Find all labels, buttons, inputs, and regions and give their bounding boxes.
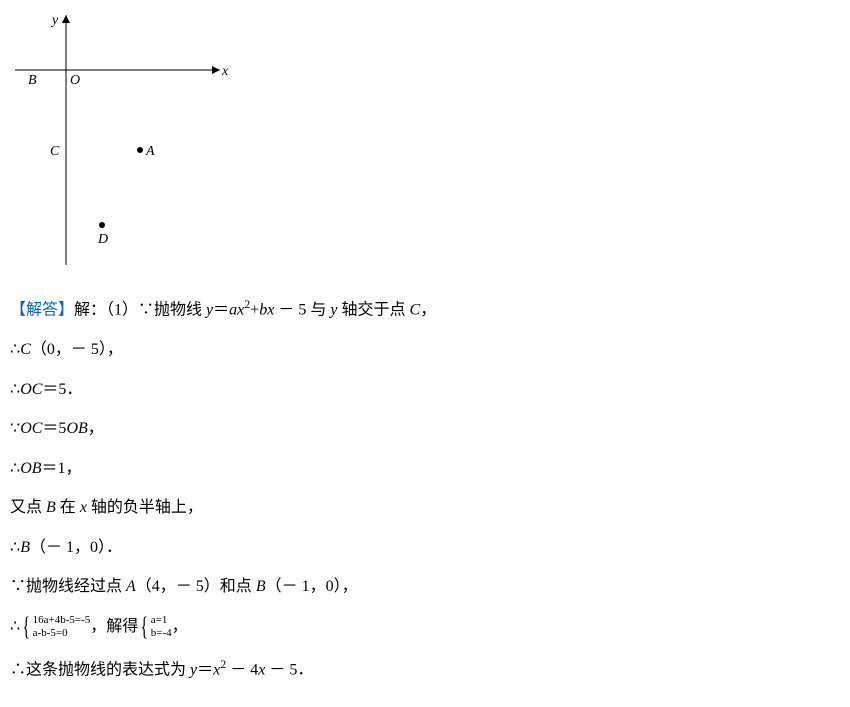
eq1: a=1	[151, 614, 172, 627]
line-5: ∴OB＝1，	[10, 456, 840, 482]
graph-svg: y x B O C A D	[10, 10, 240, 270]
system-1: 16a+4b-5=-5 a-b-5=0	[33, 614, 91, 640]
system-2: a=1 b=-4	[151, 614, 172, 640]
brace-left-icon: {	[23, 614, 30, 640]
eq2: a-b-5=0	[33, 627, 91, 640]
var-OC: OC	[20, 420, 42, 437]
text: ∴这条抛物线的表达式为	[10, 661, 190, 678]
eq: ＝	[197, 661, 213, 678]
var-B: B	[46, 499, 56, 516]
text: （4，－ 5）和点	[136, 578, 256, 595]
var-OB: OB	[20, 460, 41, 477]
text: 又点	[10, 499, 46, 516]
text: ∵抛物线经过点	[10, 578, 126, 595]
line-8: ∵抛物线经过点 A（4，－ 5）和点 B（－ 1，0），	[10, 574, 840, 600]
var-C: C	[410, 301, 421, 318]
text: 轴的负半轴上，	[87, 499, 203, 516]
eq: ＝	[213, 301, 229, 318]
svg-text:C: C	[50, 144, 60, 159]
var-A: A	[126, 578, 136, 595]
var-y: y	[190, 661, 197, 678]
eq2: b=-4	[151, 627, 172, 640]
var-x: x	[258, 661, 265, 678]
comma: ，	[88, 420, 104, 437]
svg-text:O: O	[70, 73, 80, 88]
svg-text:B: B	[28, 73, 37, 88]
text: － 5 与	[274, 301, 330, 318]
var-x: x	[213, 661, 220, 678]
var-OB: OB	[66, 420, 87, 437]
text: （0，－ 5），	[31, 341, 123, 358]
text: － 5．	[265, 661, 313, 678]
line-2: ∴C（0，－ 5），	[10, 337, 840, 363]
var-a: a	[229, 301, 237, 318]
text: （－ 1，0）．	[30, 539, 122, 556]
var-y: y	[330, 301, 337, 318]
therefore: ∴	[10, 460, 20, 477]
therefore: ∴	[10, 539, 20, 556]
text: － 4	[226, 661, 258, 678]
text: 在	[56, 499, 80, 516]
line-3: ∴OC＝5．	[10, 377, 840, 403]
therefore: ∴	[10, 381, 20, 398]
var-C: C	[20, 341, 31, 358]
plus: +	[250, 301, 259, 318]
var-B: B	[20, 539, 30, 556]
text: ＝5	[42, 420, 66, 437]
text: 轴交于点	[338, 301, 410, 318]
text: 解：（1）∵抛物线	[74, 301, 206, 318]
because: ∵	[10, 420, 20, 437]
therefore: ∴	[10, 341, 20, 358]
svg-text:D: D	[97, 232, 108, 247]
line-9: ∴{ 16a+4b-5=-5 a-b-5=0 ，解得{ a=1 b=-4 ，	[10, 614, 840, 641]
var-B: B	[256, 578, 266, 595]
text: ，解得	[90, 618, 138, 635]
text: （－ 1，0），	[266, 578, 358, 595]
line-1: 【解答】解：（1）∵抛物线 y＝ax2+bx － 5 与 y 轴交于点 C，	[10, 295, 840, 323]
line-10: ∴这条抛物线的表达式为 y＝x2 － 4x － 5．	[10, 655, 840, 683]
var-OC: OC	[20, 381, 42, 398]
text: ＝5．	[42, 381, 82, 398]
therefore: ∴	[10, 618, 20, 635]
svg-text:x: x	[221, 64, 229, 79]
eq1: 16a+4b-5=-5	[33, 614, 91, 627]
svg-text:y: y	[50, 13, 59, 28]
text: ＝1，	[42, 460, 82, 477]
var-x: x	[80, 499, 87, 516]
parabola-graph: y x B O C A D	[10, 10, 840, 275]
svg-text:A: A	[145, 144, 155, 159]
answer-label: 【解答】	[10, 301, 74, 318]
comma: ，	[172, 618, 188, 635]
brace-left-icon: {	[141, 614, 148, 640]
line-6: 又点 B 在 x 轴的负半轴上，	[10, 495, 840, 521]
line-4: ∵OC＝5OB，	[10, 416, 840, 442]
line-7: ∴B（－ 1，0）．	[10, 535, 840, 561]
comma: ，	[420, 301, 436, 318]
